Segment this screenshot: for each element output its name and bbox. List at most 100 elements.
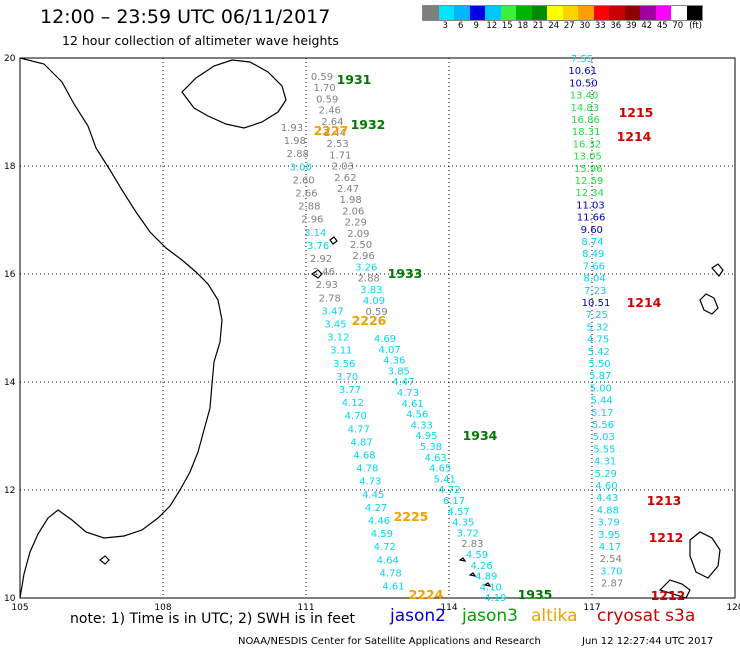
wave-height-value: 3.83 [360,285,382,296]
wave-height-value: 3.72 [457,528,479,539]
latitude-tick-label: 14 [4,378,16,388]
satellite-legend-item: jason2 [390,606,446,626]
wave-height-value: 4.72 [374,542,396,553]
wave-height-value: 4.47 [392,377,414,388]
color-scale-label: 24 [548,21,560,31]
wave-height-value: 4.56 [406,410,428,421]
wave-height-value: 3.14 [304,228,326,239]
color-swatch [454,6,470,20]
color-scale-label: 6 [458,21,464,31]
color-scale-label: 15 [501,21,513,31]
wave-height-value: 0.59 [311,72,333,83]
wave-height-value: 4.19 [484,593,506,604]
wave-height-value: 5.03 [593,432,615,443]
island [711,263,724,277]
pass-time-label: 2225 [394,509,429,524]
latitude-tick-label: 20 [4,54,16,64]
wave-height-value: 5.87 [589,371,611,382]
wave-height-value: 7.23 [584,286,606,297]
wave-height-value: 4.88 [597,505,619,516]
wave-height-value: 4.70 [345,411,367,422]
wave-height-value: 2.92 [310,254,332,265]
longitude-tick-label: 111 [297,603,314,613]
wave-height-value: 4.36 [383,356,405,367]
wave-height-value: 4.43 [596,493,618,504]
wave-height-value: 2.93 [316,280,338,291]
wave-height-value: 4.68 [353,451,375,462]
wave-height-value: 4.72 [438,485,460,496]
generated-timestamp: Jun 12 12:27:44 UTC 2017 [582,636,714,647]
wave-height-value: 4.61 [401,399,423,410]
wave-height-value: 2.46 [319,106,341,117]
map-title: 12:00 – 23:59 UTC 06/11/2017 [40,6,331,28]
pass-time-label: 1932 [351,117,386,132]
pass-time-label: 2224 [409,587,444,602]
wave-height-value: 4.57 [447,507,469,518]
color-scale-label: 3 [442,21,448,31]
wave-height-value: 6.17 [443,496,465,507]
pass-time-label: 1934 [463,428,498,443]
wave-height-value: 2.03 [332,162,354,173]
wave-height-value: 12.34 [575,188,604,199]
wave-height-value: 2.29 [345,218,367,229]
wave-height-value: 4.27 [365,503,387,514]
wave-height-value: 15.96 [574,164,603,175]
wave-height-value: 2.60 [292,175,314,186]
pass-time-label: 2227 [314,123,349,138]
wave-height-value: 5.29 [595,469,617,480]
wave-height-value: 4.77 [348,424,370,435]
wave-height-value: 18.31 [572,127,601,138]
wave-height-value: 10.61 [568,66,597,77]
wave-height-value: 4.78 [356,464,378,475]
wave-height-value: 3.47 [321,306,343,317]
color-scale-label: 36 [610,21,622,31]
wave-height-value: 4.09 [363,296,385,307]
wave-height-value: 4.12 [342,398,364,409]
latitude-tick-label: 12 [4,486,15,496]
color-swatch [547,6,563,20]
longitude-tick-label: 108 [154,603,171,613]
satellite-legend-item: cryosat s3a [597,606,696,626]
wave-height-value: 10.50 [569,78,598,89]
wave-height-value: 4.69 [374,334,396,345]
wave-height-value: 1.70 [313,83,335,94]
color-scale-label: 30 [579,21,591,31]
pass-time-label: 1214 [627,295,662,310]
wave-height-value: 5.50 [588,359,610,370]
wave-height-value: 4.73 [397,388,419,399]
wave-height-value: 2.88 [287,149,309,160]
wave-height-value: 2.88 [298,202,320,213]
wave-height-value: 5.32 [586,322,608,333]
wave-height-value: 4.89 [475,572,497,583]
wave-height-value: 7.55 [571,54,593,65]
color-swatch [438,6,454,20]
wave-height-value: 4.63 [424,453,446,464]
wave-height-value: 3.70 [600,566,622,577]
wave-height-value: 12.59 [575,176,604,187]
wave-height-value: 4.61 [382,582,404,593]
color-scale-bar [422,5,703,21]
wave-height-value: 0.59 [365,307,387,318]
wave-height-value: 16.32 [573,139,602,150]
wave-height-value: 2.66 [295,189,317,200]
color-swatch [562,6,578,20]
color-swatch [686,6,702,20]
wave-height-value: 4.95 [415,431,437,442]
vietnam-coast [19,57,223,599]
pass-time-label: 1213 [647,493,682,508]
wave-height-value: 1.93 [281,123,303,134]
map-frame [19,57,736,599]
color-scale-label: 42 [641,21,653,31]
wave-height-value: 8.49 [582,249,604,260]
wave-height-value: 2.88 [358,274,380,285]
pass-time-label: 1212 [651,588,686,603]
wave-height-value: 4.65 [429,464,451,475]
wave-height-value: 2.87 [601,579,623,590]
wave-height-value: 0.59 [316,94,338,105]
coastline [19,57,724,599]
wave-height-value: 4.60 [595,481,617,492]
pass-time-label: 2226 [352,313,387,328]
pass-time-label: 1214 [617,129,652,144]
latitude-tick-label: 10 [4,594,16,604]
wave-height-value: 3.56 [333,359,355,370]
